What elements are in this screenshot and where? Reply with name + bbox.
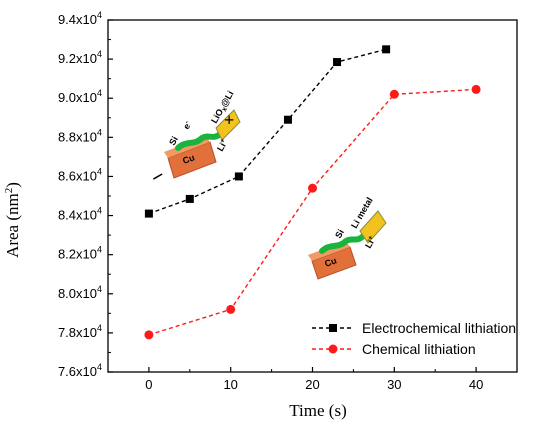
data-point [308,184,317,193]
y-tick-label: 8.8x104 [58,127,102,144]
plus-sign: + [224,110,234,130]
y-tick-label: 8.0x104 [58,284,102,301]
y-tick-label: 8.4x104 [58,206,102,223]
electrochemical-inset: Cu Si e- LiOx@Li Li+ − + [146,89,240,190]
y-tick-label: 9.4x104 [58,10,102,27]
x-tick-label: 10 [223,377,237,392]
data-point [390,90,399,99]
legend-marker [329,324,337,332]
legend-label: Chemical lithiation [362,341,476,357]
data-point [333,58,341,66]
y-tick-label: 9.2x104 [58,49,102,66]
electron-label: e- [181,119,194,131]
data-point [145,210,153,218]
x-tick-label: 30 [387,377,401,392]
minus-sign: − [146,162,169,190]
data-point [144,330,153,339]
series-line [149,49,386,213]
y-tick-label: 7.8x104 [58,323,102,340]
li-ion-label: Li+ [215,138,230,153]
data-point [226,305,235,314]
y-tick-label: 8.6x104 [58,166,102,183]
y-axis-title: Area (nm2) [3,182,22,258]
silicon-label-2: Si [333,228,346,240]
chemical-inset: Cu Si Li metal Li+ [308,196,386,279]
data-point [284,116,292,124]
y-tick-label: 9.0x104 [58,88,102,105]
legend-label: Electrochemical lithiation [362,320,516,336]
y-axis-title-tail: ) [3,182,22,188]
y-tick-label: 8.2x104 [58,245,102,262]
data-point [235,172,243,180]
plot-layer: 7.6x104 7.8x104 8.0x104 8.2x104 8.4x104 8.6x1… [58,10,517,392]
data-point [382,45,390,53]
y-tick-label: 7.6x104 [58,362,102,379]
y-axis-title-main: Area (nm [3,193,22,258]
data-point [186,195,194,203]
data-point [472,85,481,94]
x-tick-label: 40 [469,377,483,392]
x-tick-label: 20 [305,377,319,392]
legend-marker [329,345,338,354]
x-axis-title: Time (s) [289,401,346,420]
x-tick-label: 0 [145,377,152,392]
series-line [149,89,476,334]
